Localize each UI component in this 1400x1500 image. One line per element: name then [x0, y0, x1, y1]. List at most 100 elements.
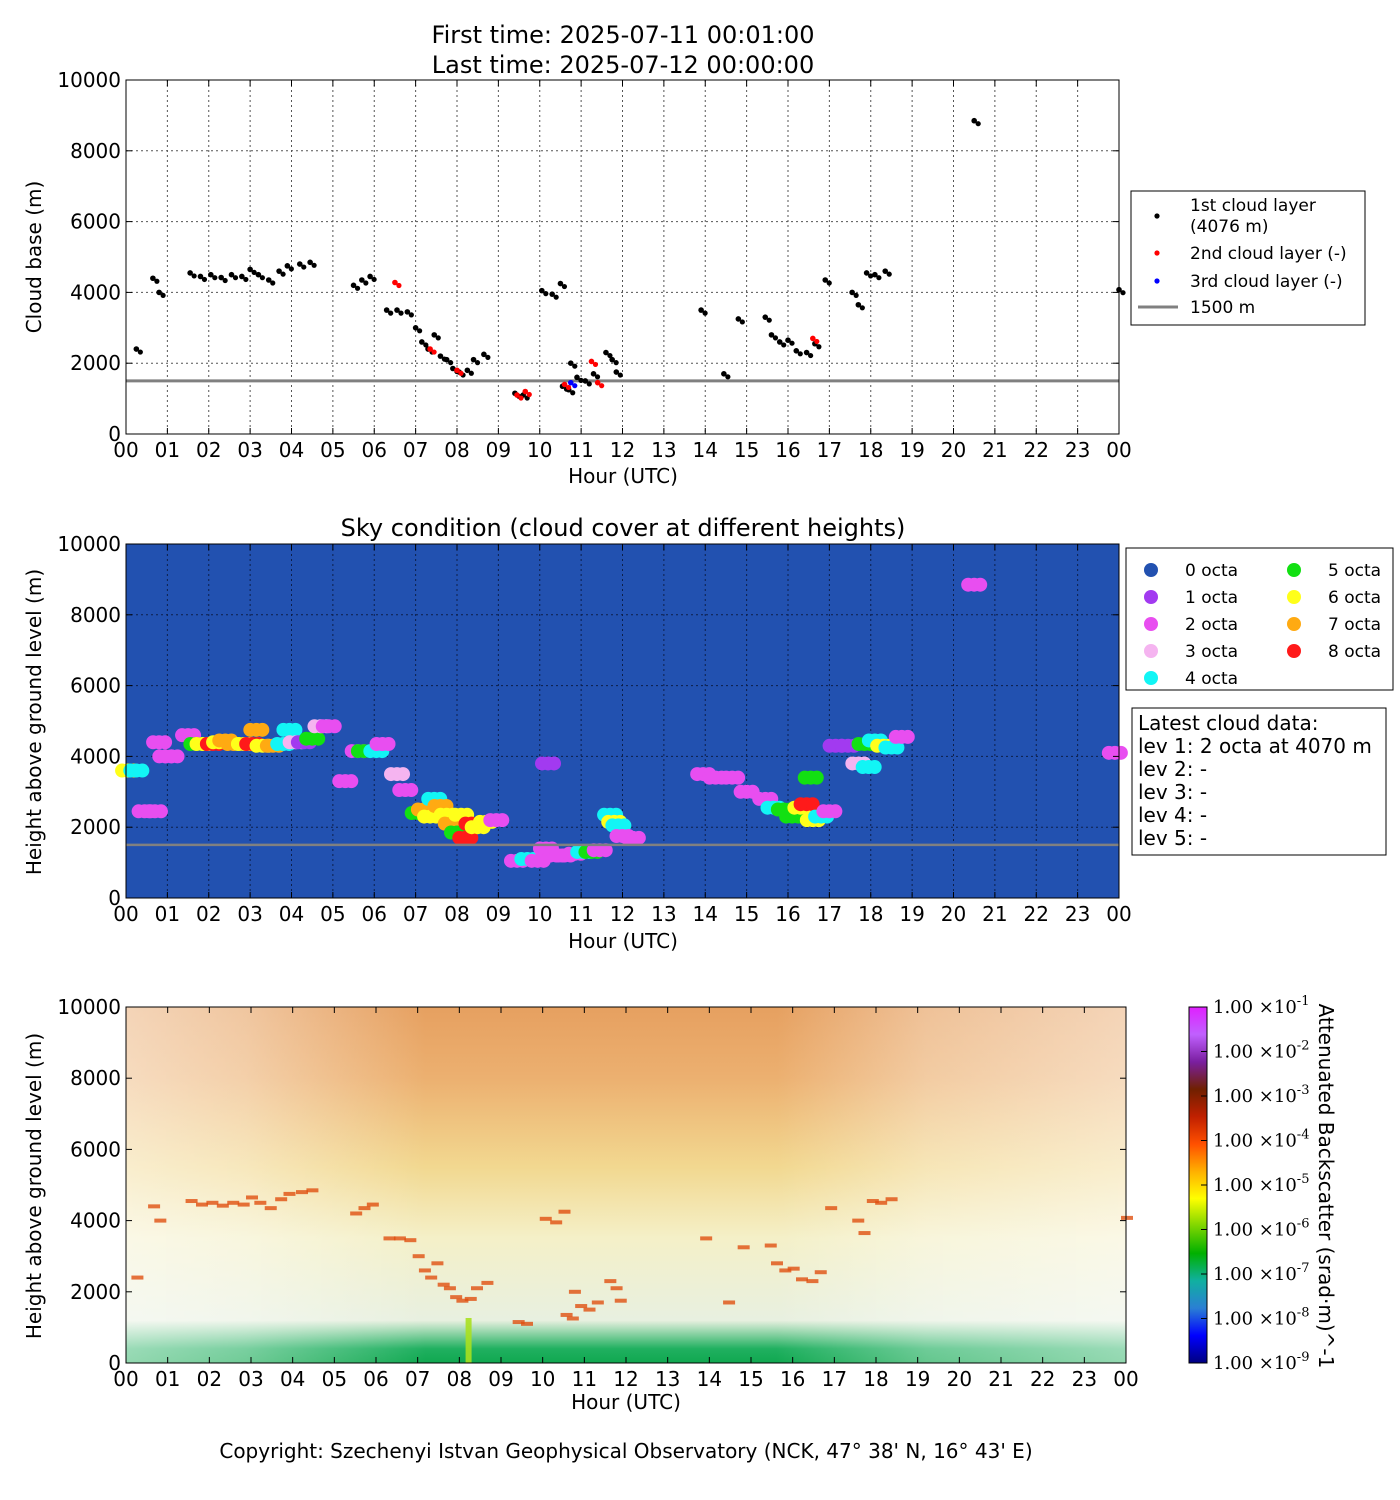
sky-condition-ylabel: Height above ground level (m) [22, 569, 46, 875]
backscatter-xtick-label: 17 [822, 1367, 847, 1391]
cloud-layer-1-point [154, 278, 160, 284]
colorbar-tick-label: 1.00 ×10-4 [1213, 1128, 1309, 1152]
sky-octa-2-point [731, 770, 746, 785]
backscatter-xtick-label: 06 [363, 1367, 388, 1391]
backscatter-xtick-label: 13 [655, 1367, 680, 1391]
octa-legend-marker-0 [1144, 563, 1158, 577]
cloud-layer-1-point [307, 259, 313, 266]
cloud-layer-1-point [208, 271, 214, 278]
cloud-layer-1-point [882, 268, 889, 274]
cloud-layer-1-point [603, 349, 609, 356]
cloud-layer-1-point [243, 276, 249, 283]
octa-legend-label-5: 5 octa [1328, 561, 1381, 581]
backscatter-cloud-signal [418, 1268, 431, 1273]
backscatter-ytick-label: 2000 [70, 1280, 121, 1304]
cloud-layer-2-point [814, 338, 820, 345]
backscatter-cloud-signal [283, 1191, 296, 1196]
sky-octa-5-point [311, 731, 326, 746]
backscatter-cloud-signal [196, 1202, 208, 1207]
cloud-layer-1-point [868, 273, 874, 279]
last-time-title: Last time: 2025-07-12 00:00:00 [432, 51, 814, 79]
cloud-layer-1-point [549, 291, 555, 297]
cloud-base-xtick-label: 08 [444, 438, 469, 462]
sky-octa-4-point [135, 763, 150, 778]
sky-condition-xtick-label: 14 [693, 902, 718, 926]
sky-octa-2-point [1113, 745, 1128, 760]
sky-condition-xtick-label: 03 [237, 902, 262, 926]
sky-condition-xtick-label: 13 [651, 902, 676, 926]
backscatter-cloud-signal [558, 1209, 571, 1214]
octa-legend-box [1125, 547, 1394, 691]
backscatter-cloud-signal [237, 1202, 250, 1207]
cloud-layer-1-point [280, 271, 286, 277]
cloud-base-xtick-label: 13 [651, 438, 676, 462]
sky-condition-xtick-label: 16 [775, 902, 800, 926]
backscatter-cloud-signal [437, 1282, 450, 1287]
backscatter-xtick-label: 14 [697, 1367, 722, 1391]
octa-legend-marker-3 [1144, 644, 1158, 658]
backscatter-cloud-signal [216, 1203, 229, 1208]
copyright-footer: Copyright: Szechenyi Istvan Geophysical … [219, 1439, 1032, 1463]
sky-condition-xtick-label: 00 [113, 902, 138, 926]
cloud-layer-2-point [518, 395, 524, 401]
sky-octa-2-point [598, 843, 613, 858]
cloud-base-xtick-label: 07 [403, 438, 428, 462]
backscatter-cloud-signal [450, 1295, 463, 1300]
cloud-layer-2-point [427, 346, 433, 352]
cloud-base-xtick-label: 00 [1106, 438, 1131, 462]
backscatter-cloud-signal [393, 1236, 406, 1241]
legend-label-1500m: 1500 m [1190, 298, 1255, 318]
cloud-layer-1-point [797, 351, 803, 357]
sky-condition-ytick-label: 4000 [70, 744, 121, 768]
octa-legend-marker-8 [1287, 644, 1301, 658]
cloud-base-xtick-label: 10 [527, 438, 552, 462]
cloud-layer-1-point [594, 374, 601, 380]
backscatter-cloud-signal [431, 1261, 444, 1266]
backscatter-cloud-signal [796, 1277, 808, 1282]
cloud-layer-1-point [133, 346, 140, 352]
sky-condition-xtick-label: 17 [817, 902, 842, 926]
cloud-layer-2-point [810, 335, 816, 342]
cloud-layer-1-point [201, 276, 208, 283]
legend-marker-1st-layer [1154, 213, 1160, 219]
cloud-layer-1-point [539, 287, 545, 294]
octa-legend-marker-6 [1287, 590, 1301, 604]
cloud-base-xtick-label: 21 [982, 438, 1007, 462]
cloud-layer-1-point [251, 269, 257, 275]
backscatter-xtick-label: 21 [988, 1367, 1013, 1391]
cloud-layer-1-point [448, 360, 454, 366]
sky-condition-xtick-label: 00 [1106, 902, 1131, 926]
cloud-base-xtick-label: 03 [237, 438, 262, 462]
backscatter-cloud-signal [425, 1275, 438, 1280]
octa-legend-label-3: 3 octa [1185, 642, 1238, 662]
cloud-layer-1-point [359, 277, 365, 283]
sky-condition-panel: Sky condition (cloud cover at different … [22, 514, 1394, 953]
backscatter-cloud-signal [787, 1266, 800, 1271]
cloud-layer-1-point [781, 342, 787, 348]
cloud-layer-1-point [485, 354, 491, 360]
cloud-layer-1-point [218, 274, 224, 281]
sky-octa-2-point [327, 719, 342, 734]
legend-label-3rd-layer: 3rd cloud layer (-) [1190, 272, 1343, 292]
backscatter-xtick-label: 07 [405, 1367, 430, 1391]
octa-legend-marker-7 [1287, 617, 1301, 631]
backscatter-cloud-signal [866, 1199, 879, 1204]
backscatter-xtick-label: 03 [238, 1367, 263, 1391]
cloud-base-xtick-label: 04 [279, 438, 304, 462]
octa-legend-marker-1 [1144, 590, 1158, 604]
backscatter-cloud-signal [779, 1268, 792, 1273]
cloud-layer-1-point [721, 371, 727, 377]
backscatter-cloud-signal [154, 1218, 167, 1223]
cloud-base-xtick-label: 05 [320, 438, 345, 462]
sky-condition-xtick-label: 02 [196, 902, 221, 926]
sky-condition-xtick-label: 07 [403, 902, 428, 926]
backscatter-cloud-signal [481, 1280, 494, 1285]
sky-condition-xtick-label: 09 [486, 902, 511, 926]
sky-condition-xtick-label: 08 [444, 902, 469, 926]
cloud-layer-1-point [443, 356, 450, 363]
backscatter-ytick-label: 8000 [70, 1066, 121, 1090]
cloud-layer-1-point [255, 271, 262, 278]
cloud-layer-1-point [543, 291, 549, 297]
cloud-base-ytick-label: 10000 [57, 68, 121, 92]
cloud-layer-1-point [423, 342, 429, 348]
